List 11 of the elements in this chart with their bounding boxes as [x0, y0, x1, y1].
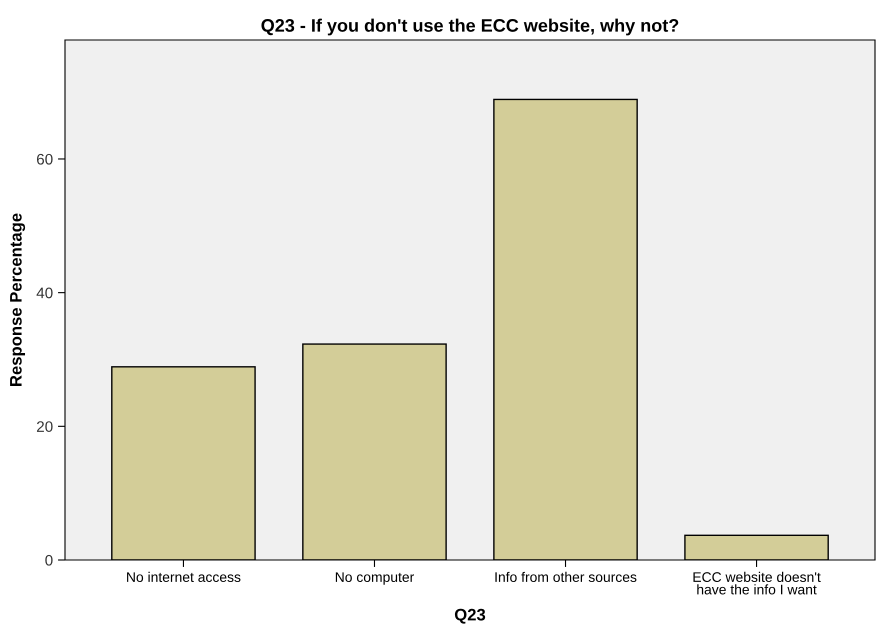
x-tick-label: ECC website doesn't have the info I want — [693, 572, 821, 594]
chart-title: Q23 - If you don't use the ECC website, why not? — [261, 18, 678, 36]
x-tick-label: Info from other sources — [495, 572, 636, 582]
x-tick-label: No internet access — [127, 572, 240, 582]
y-tick-label: 60 — [36, 154, 53, 165]
x-tick-label: No computer — [336, 572, 414, 585]
y-tick-label: 0 — [45, 554, 53, 566]
x-axis-title: Q23 — [454, 608, 486, 624]
y-axis-title: Response Percentage — [10, 213, 26, 386]
y-tick-label: 20 — [36, 421, 53, 432]
y-tick-label: 40 — [36, 288, 53, 298]
